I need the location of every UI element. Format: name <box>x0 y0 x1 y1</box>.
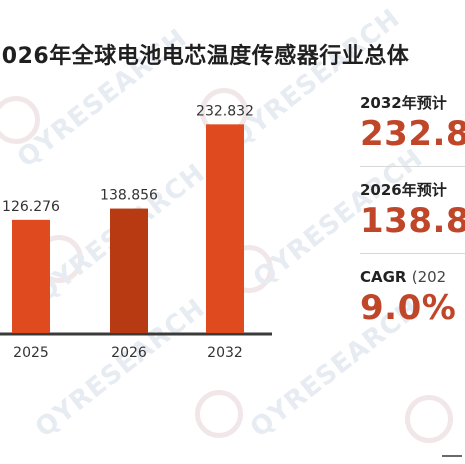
data-label-2032: 232.832 <box>196 103 254 119</box>
stats-panel: 2032年预计 232.8 2026年预计 138.8 CAGR (202 9.… <box>360 92 465 328</box>
chart-title: 2026年全球电池电芯温度传感器行业总体 <box>0 44 410 69</box>
stat-cagr-label: CAGR (202 <box>360 266 465 288</box>
x-tick-label-2025: 2025 <box>13 345 49 361</box>
stat-cagr-value: 9.0% <box>360 288 457 328</box>
data-label-2026: 138.856 <box>100 188 158 204</box>
bar-2026 <box>110 208 148 333</box>
corner-mark <box>442 455 462 464</box>
x-tick-label-2032: 2032 <box>207 345 243 361</box>
stat-2026: 2026年预计 138.8 <box>360 179 465 241</box>
divider <box>360 253 465 254</box>
stat-cagr-label-period: (202 <box>411 268 447 286</box>
bar-2032 <box>206 124 244 333</box>
divider <box>360 166 465 167</box>
stat-2032-label: 2032年预计 <box>360 94 447 112</box>
stat-2032-value: 232.8 <box>360 114 465 154</box>
bar-2025 <box>12 219 50 333</box>
stat-cagr: CAGR (202 9.0% <box>360 266 465 328</box>
x-tick-label-2026: 2026 <box>111 345 147 361</box>
data-label-2025: 126.276 <box>2 199 60 215</box>
stat-2026-label: 2026年预计 <box>360 181 447 199</box>
stat-2026-value: 138.8 <box>360 201 465 241</box>
stat-cagr-label-main: CAGR <box>360 268 407 286</box>
stat-2032: 2032年预计 232.8 <box>360 92 465 154</box>
